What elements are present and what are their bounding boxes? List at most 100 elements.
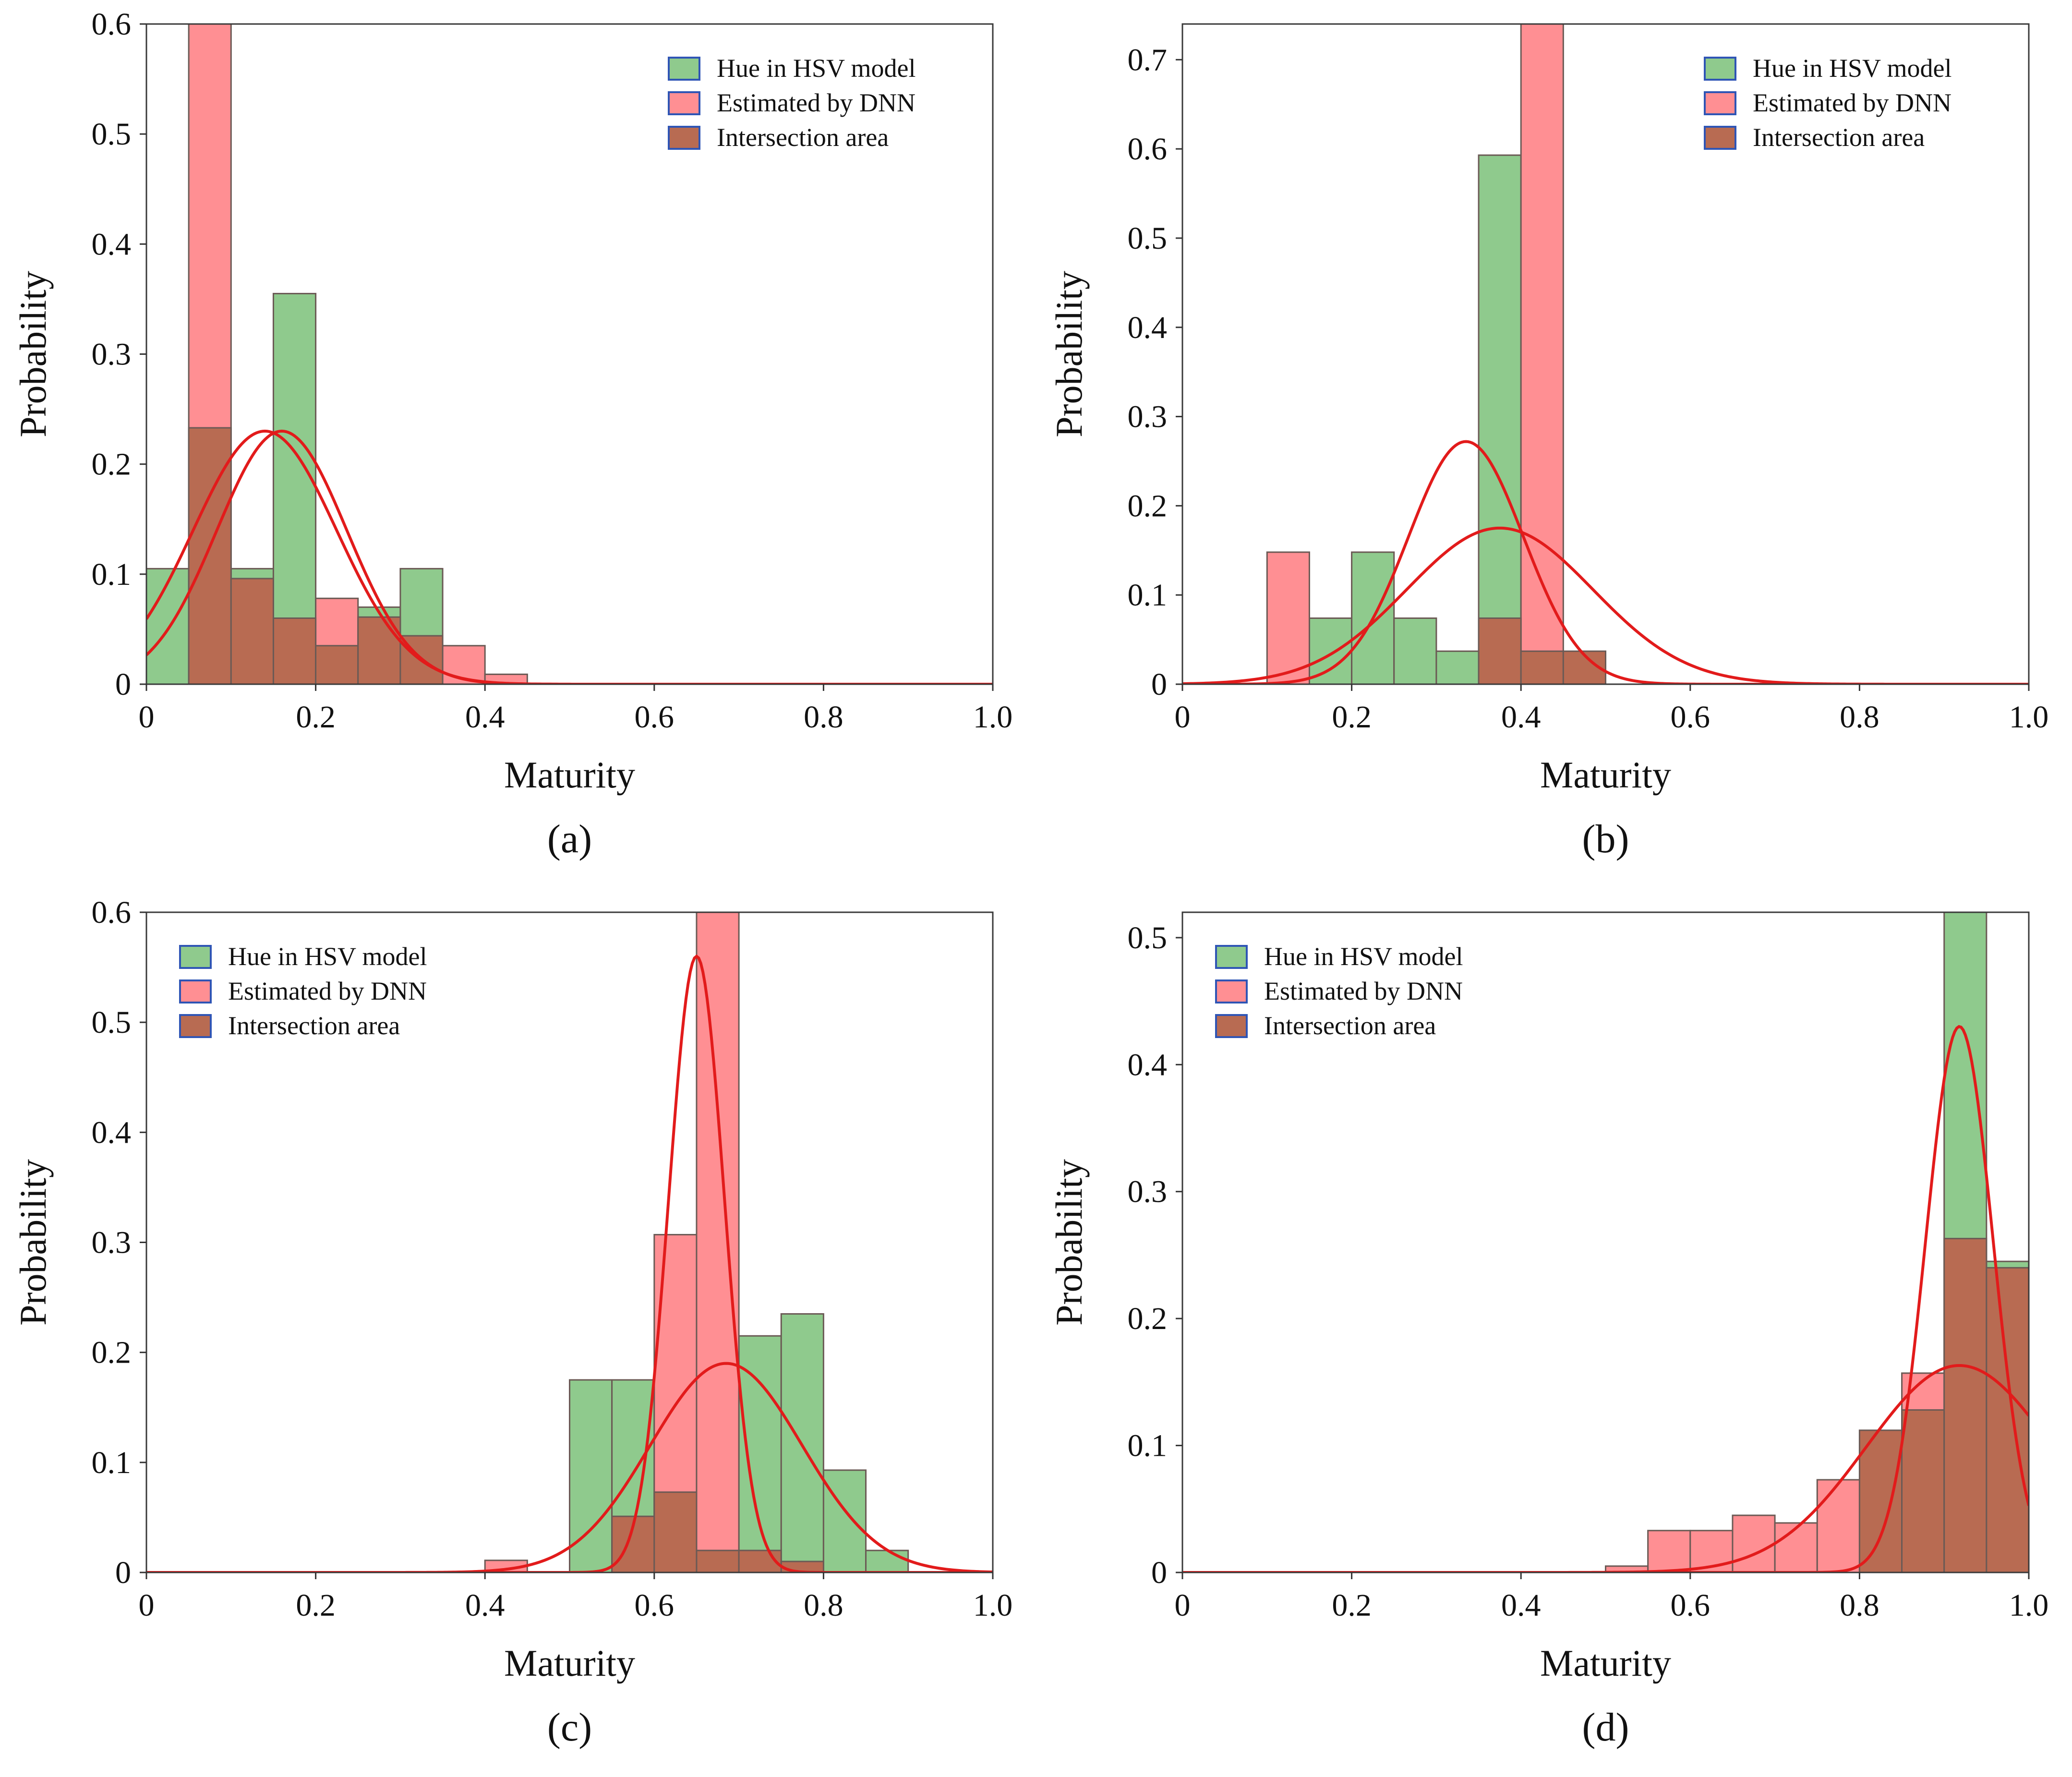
intersection-bar [1986, 1267, 2029, 1572]
y-tick-label: 0.4 [92, 227, 132, 262]
panel-label: (b) [1582, 817, 1629, 861]
chart-svg: 0 0.2 0.4 0.6 0.8 1.000.10.20.30.40.50.6Matur… [12, 7, 1012, 861]
legend-dnn-swatch [1215, 979, 1248, 1003]
legend-hue-swatch [1704, 57, 1736, 81]
hue-bar [1435, 650, 1480, 684]
legend-intersection-label: Intersection area [1753, 123, 1925, 152]
hue-bar [822, 1469, 867, 1572]
fit-curve-2 [146, 1362, 993, 1572]
y-tick-label: 0.1 [1128, 1428, 1168, 1463]
x-axis-label: Maturity [1540, 1642, 1671, 1684]
y-tick-label: 0.5 [92, 1005, 132, 1040]
panel-b: 0 0.2 0.4 0.6 0.8 1.0 0 0.1 0.2 0.3 0.4 0.5 0.6 0.7 Ma… [1036, 0, 2072, 888]
y-tick-label: 0.7 [1128, 42, 1168, 77]
x-tick-label: 0.6 [635, 700, 675, 735]
x-tick-label: 0.8 [1840, 1588, 1879, 1623]
x-tick-label: 0 [1175, 1588, 1191, 1623]
panel-d: 0 0.2 0.4 0.6 0.8 1.0 0 0.1 0.2 0.3 0.4 0.5 Maturity… [1036, 888, 2072, 1777]
y-tick-label: 0.3 [92, 1225, 132, 1260]
y-tick-label: 0 [1151, 667, 1167, 702]
legend: Hue in HSV model Estimated by DNN Intersec… [1215, 942, 1463, 1040]
legend-dnn-label: Estimated by DNN [1753, 88, 1952, 117]
y-tick-label: 0 [1151, 1555, 1167, 1590]
hue-bar [865, 1549, 909, 1572]
intersection-bar [272, 617, 317, 684]
y-tick-label: 0.6 [92, 7, 132, 42]
x-tick-label: 0.8 [1840, 700, 1879, 735]
y-tick-label: 0.3 [92, 337, 132, 372]
y-tick-label: 0.5 [1128, 920, 1168, 955]
legend-dnn-label: Estimated by DNN [228, 977, 427, 1005]
y-tick-label: 0.1 [1128, 578, 1168, 613]
x-tick-label: 1.0 [2009, 700, 2049, 735]
bars-group [484, 912, 909, 1572]
y-tick-label: 0.4 [92, 1115, 132, 1150]
legend-dnn-label: Estimated by DNN [717, 88, 916, 117]
dnn-bar [1520, 24, 1564, 684]
intersection-bar [315, 645, 359, 684]
x-tick-label: 0.6 [1671, 1588, 1711, 1623]
panel-a: 0 0.2 0.4 0.6 0.8 1.0 0 0.1 0.2 0.3 0.4 0.5 0.6 Matur… [0, 0, 1036, 888]
legend-intersection-swatch [179, 1014, 212, 1038]
y-axis-label: Probability [12, 1159, 54, 1326]
chart-svg: 0 0.2 0.4 0.6 0.8 1.000.10.20.30.40.50.6Matur… [12, 895, 1013, 1750]
y-tick-label: 0.1 [92, 1445, 132, 1480]
x-axis-label: Maturity [1540, 754, 1671, 796]
dnn-bar [1774, 1522, 1818, 1572]
intersection-bar [1478, 617, 1522, 684]
fit-curve-1 [1182, 440, 2029, 684]
x-tick-label: 0 [1175, 700, 1191, 735]
legend-hue-label: Hue in HSV model [228, 942, 427, 971]
intersection-bar [1943, 1238, 1988, 1572]
y-tick-label: 0.6 [92, 895, 132, 930]
y-tick-label: 0 [115, 667, 131, 702]
y-tick-label: 0.4 [1128, 1047, 1168, 1082]
bars-group [1605, 912, 2029, 1572]
hue-bar [1478, 154, 1522, 684]
legend: Hue in HSV model Estimated by DNN Intersec… [668, 54, 916, 152]
legend-intersection-label: Intersection area [1264, 1011, 1436, 1040]
legend-intersection-label: Intersection area [717, 123, 889, 152]
hue-bar [1393, 617, 1437, 684]
y-tick-label: 0.5 [92, 117, 132, 152]
legend: Hue in HSV model Estimated by DNN Intersec… [179, 942, 427, 1040]
plot-area [1182, 24, 2029, 684]
y-tick-label: 0.2 [1128, 1301, 1168, 1336]
intersection-bar [653, 1491, 698, 1572]
x-tick-label: 0.8 [804, 1588, 843, 1623]
panel-label: (a) [547, 817, 592, 861]
dnn-bar [696, 912, 740, 1572]
y-tick-label: 0.3 [1128, 1174, 1168, 1209]
y-tick-label: 0.4 [1128, 310, 1168, 345]
x-tick-label: 1.0 [2009, 1588, 2049, 1623]
x-tick-label: 1.0 [973, 1588, 1013, 1623]
hue-bar [1308, 617, 1353, 684]
x-tick-label: 0 [139, 1588, 155, 1623]
x-tick-label: 0.8 [804, 700, 843, 735]
x-tick-label: 0.2 [296, 1588, 336, 1623]
panel-c: 0 0.2 0.4 0.6 0.8 1.0 0 0.1 0.2 0.3 0.4 0.5 0.6 Matur… [0, 888, 1036, 1777]
y-tick-label: 0.6 [1128, 132, 1168, 167]
y-tick-label: 0.5 [1128, 221, 1168, 256]
x-tick-label: 0.2 [1332, 700, 1372, 735]
panel-label: (d) [1582, 1705, 1629, 1750]
intersection-bar [1901, 1409, 1945, 1572]
legend-hue-label: Hue in HSV model [1264, 942, 1463, 971]
intersection-bar [696, 1549, 740, 1572]
plot-frame [1181, 23, 2030, 685]
fit-curve-1 [1182, 1025, 2029, 1572]
y-axis-label: Probability [1048, 1159, 1090, 1326]
x-axis-label: Maturity [504, 1642, 635, 1684]
y-tick-label: 0.2 [92, 447, 132, 482]
bars-group [146, 24, 528, 684]
x-tick-label: 0.2 [296, 700, 336, 735]
legend-hue-label: Hue in HSV model [1753, 54, 1952, 83]
intersection-bar [1520, 650, 1564, 684]
intersection-bar [230, 578, 274, 684]
x-tick-label: 0.6 [635, 1588, 675, 1623]
dnn-bar [1647, 1530, 1691, 1572]
y-tick-label: 0 [115, 1555, 131, 1590]
y-axis-label: Probability [12, 271, 54, 437]
legend-hue-swatch [1215, 945, 1248, 969]
